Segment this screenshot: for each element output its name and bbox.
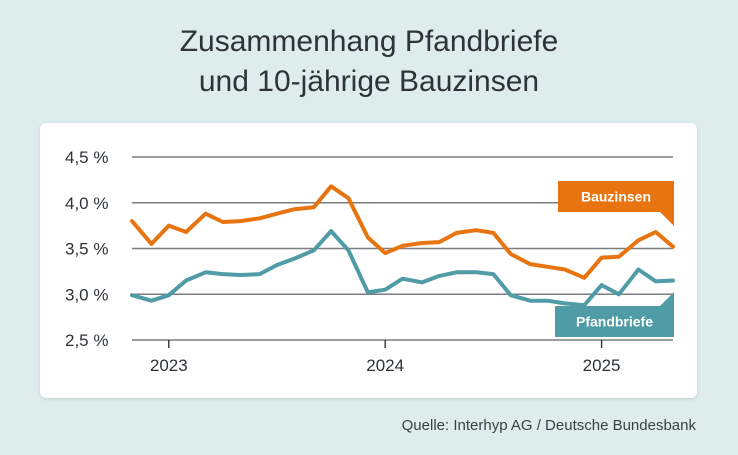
x-tick-label: 2023 — [150, 356, 188, 375]
x-tick-label: 2025 — [583, 356, 621, 375]
title-line-2: und 10-jährige Bauzinsen — [198, 65, 540, 98]
y-tick-label: 3,5 % — [65, 240, 108, 259]
y-tick-label: 4,0 % — [65, 194, 108, 213]
chart-card — [40, 123, 697, 398]
x-tick-label: 2024 — [366, 356, 404, 375]
chart-title: Zusammenhang Pfandbriefe und 10-jährige … — [0, 22, 738, 102]
y-tick-label: 3,0 % — [65, 285, 108, 304]
source-note: Quelle: Interhyp AG / Deutsche Bundesban… — [401, 417, 696, 434]
bauzinsen-line — [130, 184, 675, 280]
pfandbriefe-badge — [555, 292, 674, 337]
pfandbriefe-label: Pfandbriefe — [576, 314, 653, 330]
y-tick-label: 4,5 % — [65, 148, 108, 167]
title-line-1: Zusammenhang Pfandbriefe — [179, 25, 559, 58]
bauzinsen-badge — [558, 181, 674, 226]
pfandbriefe-line — [130, 229, 675, 308]
bauzinsen-label: Bauzinsen — [581, 189, 651, 205]
y-tick-label: 2,5 % — [65, 331, 108, 350]
